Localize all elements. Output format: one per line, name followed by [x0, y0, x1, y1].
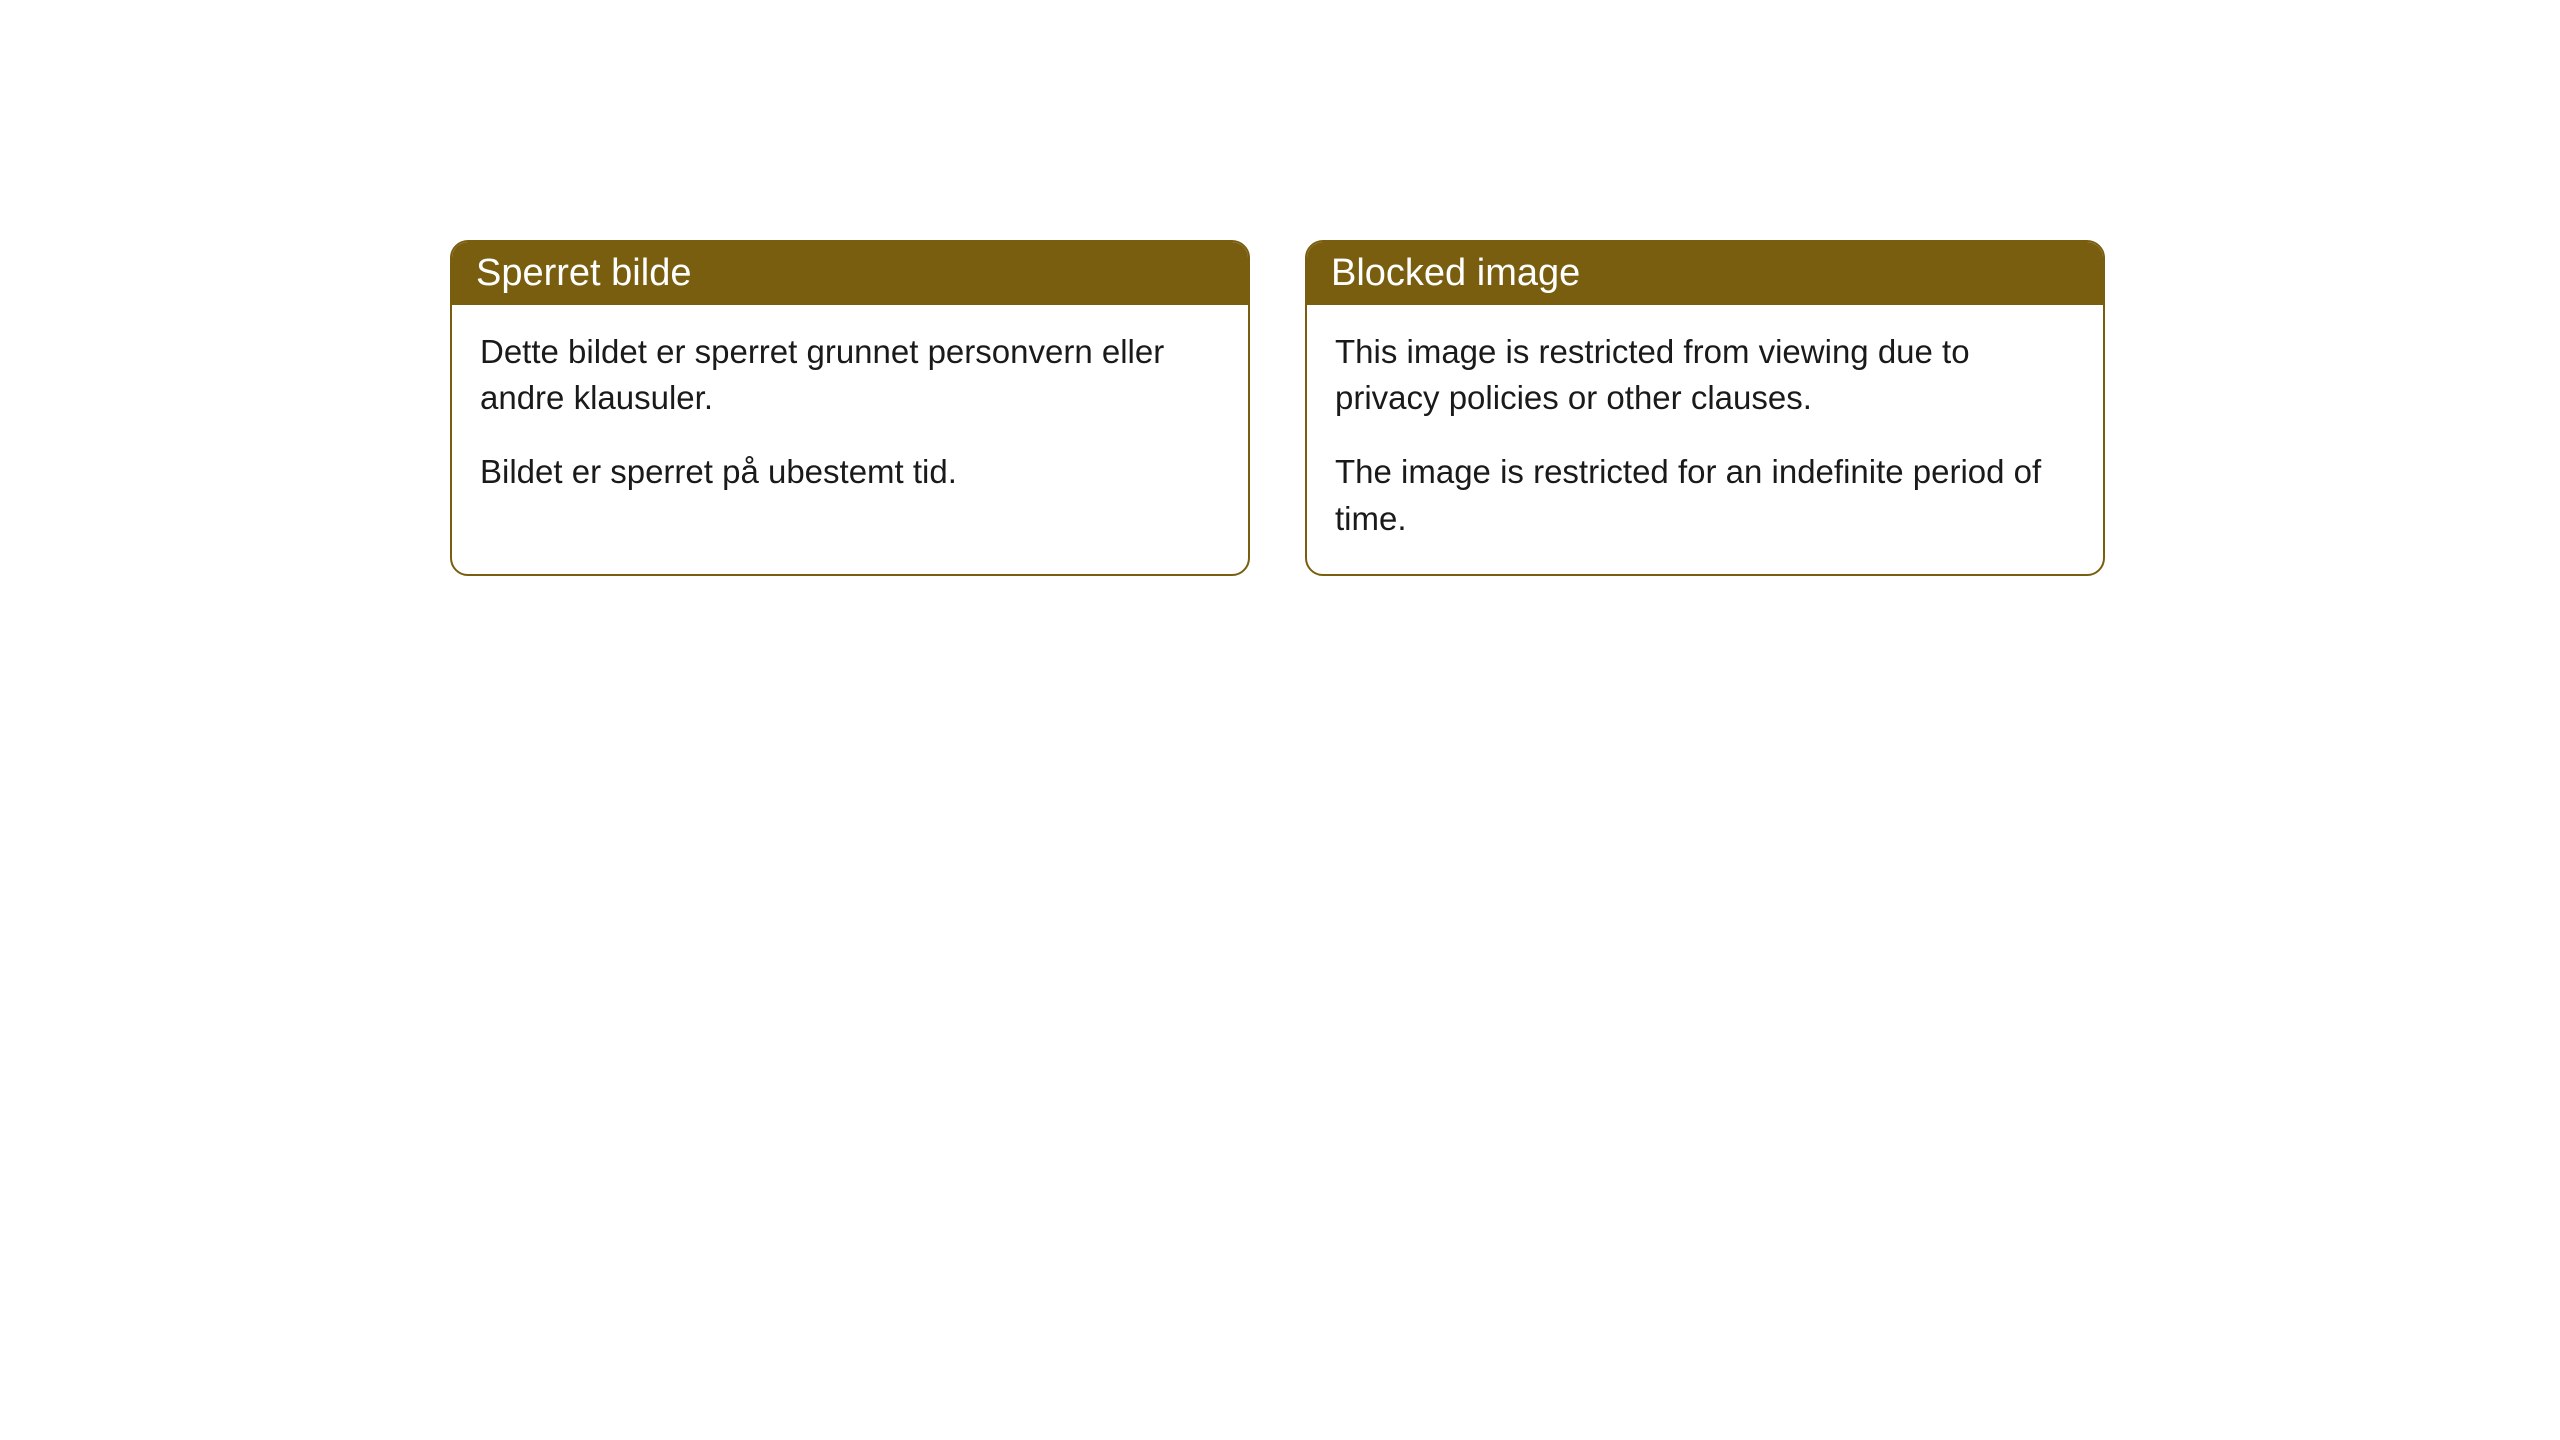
card-title: Sperret bilde: [476, 252, 691, 294]
card-header-norwegian: Sperret bilde: [452, 242, 1248, 305]
info-cards-container: Sperret bilde Dette bildet er sperret gr…: [0, 0, 2560, 576]
card-header-english: Blocked image: [1307, 242, 2103, 305]
card-body-norwegian: Dette bildet er sperret grunnet personve…: [452, 305, 1248, 528]
blocked-image-card-norwegian: Sperret bilde Dette bildet er sperret gr…: [450, 240, 1250, 576]
card-paragraph-2: Bildet er sperret på ubestemt tid.: [480, 449, 1220, 495]
card-title: Blocked image: [1331, 252, 1580, 294]
blocked-image-card-english: Blocked image This image is restricted f…: [1305, 240, 2105, 576]
card-paragraph-1: Dette bildet er sperret grunnet personve…: [480, 329, 1220, 421]
card-body-english: This image is restricted from viewing du…: [1307, 305, 2103, 574]
card-paragraph-2: The image is restricted for an indefinit…: [1335, 449, 2075, 541]
card-paragraph-1: This image is restricted from viewing du…: [1335, 329, 2075, 421]
